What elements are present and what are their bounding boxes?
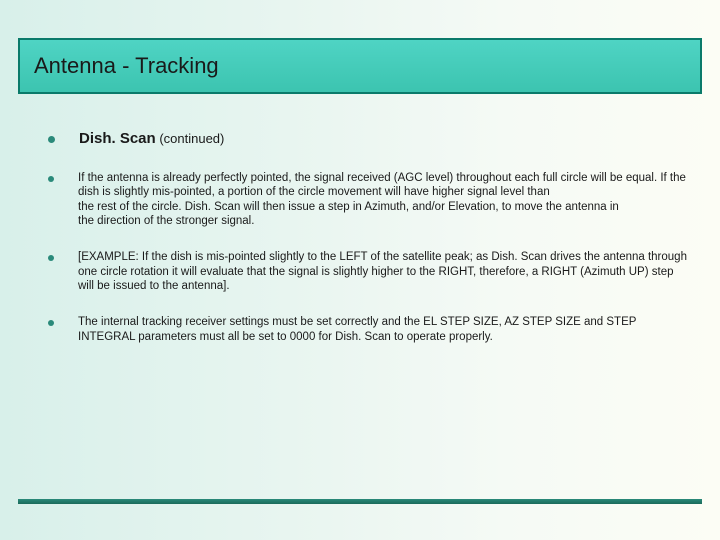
footer-divider	[18, 499, 702, 504]
bullet-text: If the antenna is already perfectly poin…	[78, 171, 690, 229]
bullet-text: The internal tracking receiver settings …	[78, 315, 690, 344]
bullet-item: [EXAMPLE: If the dish is mis-pointed sli…	[48, 250, 690, 293]
bullet-dot-icon	[48, 136, 55, 143]
slide-title: Antenna - Tracking	[34, 53, 219, 79]
bullet-dot-icon	[48, 320, 54, 326]
bullet-dot-icon	[48, 176, 54, 182]
continued-label: (continued)	[156, 131, 225, 146]
content-area: Dish. Scan (continued) If the antenna is…	[48, 130, 690, 366]
bullet-item: The internal tracking receiver settings …	[48, 315, 690, 344]
bullet-item: If the antenna is already perfectly poin…	[48, 171, 690, 229]
bullet-text: [EXAMPLE: If the dish is mis-pointed sli…	[78, 250, 690, 293]
bullet-text: Dish. Scan (continued)	[79, 130, 224, 149]
bullet-dot-icon	[48, 255, 54, 261]
title-bar: Antenna - Tracking	[18, 38, 702, 94]
main-term: Dish. Scan	[79, 130, 156, 147]
bullet-item: Dish. Scan (continued)	[48, 130, 690, 149]
